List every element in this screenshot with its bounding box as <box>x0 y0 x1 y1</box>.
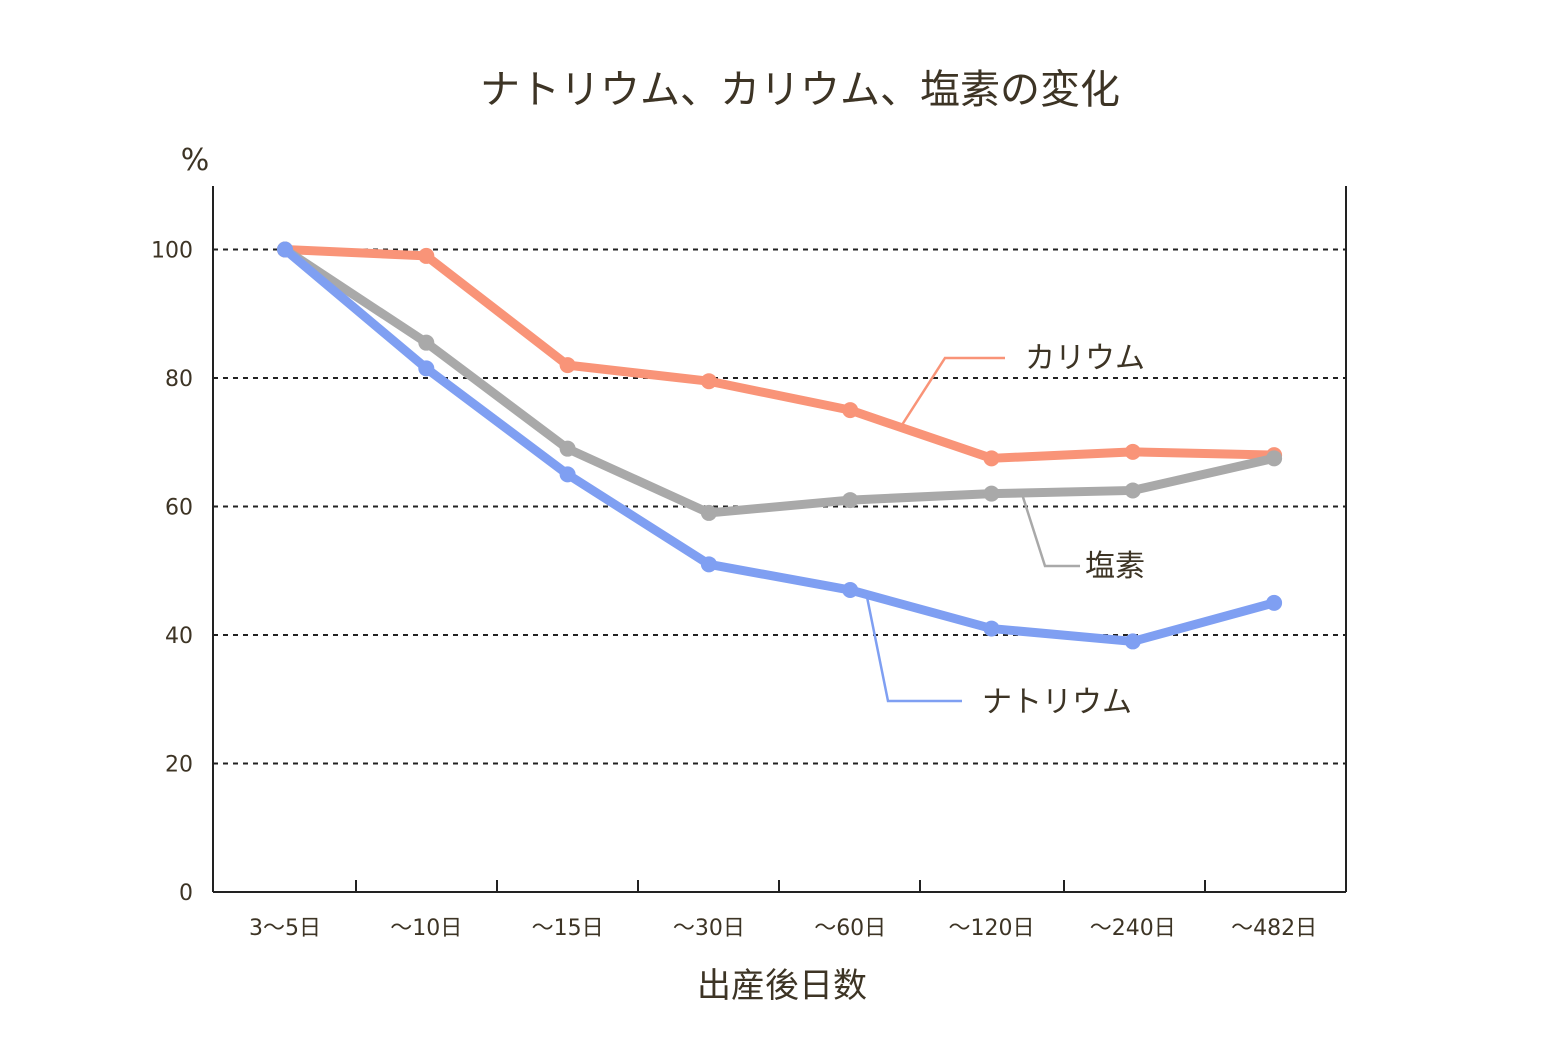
chart-title: ナトリウム、カリウム、塩素の変化 <box>480 67 1120 113</box>
series-label-1: 塩素 <box>1085 549 1145 584</box>
series-line <box>280 245 1279 463</box>
series-leader-lines <box>864 356 1080 703</box>
y-tick-label: 40 <box>165 624 193 649</box>
y-tick-label: 100 <box>151 239 193 264</box>
data-point <box>418 247 435 264</box>
x-tick-label: 〜10日 <box>390 916 462 941</box>
data-point <box>559 440 576 457</box>
x-tick-label: 〜30日 <box>673 916 745 941</box>
series-1 <box>277 241 1283 521</box>
data-point <box>1266 450 1283 467</box>
x-axis-label: 出産後日数 <box>697 966 867 1006</box>
y-axis-unit: % <box>181 143 210 178</box>
series-2 <box>277 241 1283 650</box>
data-point <box>983 620 1000 637</box>
data-point <box>1124 633 1141 650</box>
data-point <box>277 241 293 258</box>
leader-line-1 <box>1020 493 1080 568</box>
leader-line-2 <box>864 591 962 703</box>
data-point <box>700 556 717 573</box>
y-tick-label: 20 <box>165 753 193 778</box>
x-tick-label: 〜15日 <box>532 916 604 941</box>
series-label-2: ナトリウム <box>982 685 1132 720</box>
data-point <box>559 466 576 483</box>
x-tick-label: 3〜5日 <box>249 916 321 941</box>
series-line <box>280 245 1279 518</box>
x-tick-label: 〜120日 <box>949 916 1035 941</box>
data-point <box>559 357 576 374</box>
data-point <box>700 504 717 521</box>
data-point <box>842 492 859 509</box>
y-tick-labels: 0 20 40 60 80 100 <box>151 239 193 907</box>
data-point <box>842 582 859 599</box>
x-tick-label: 〜482日 <box>1231 916 1317 941</box>
data-point <box>700 373 717 390</box>
series-label-0: カリウム <box>1025 341 1145 376</box>
leader-line-0 <box>898 356 1005 429</box>
y-tick-label: 60 <box>165 496 193 521</box>
axes <box>212 186 1347 893</box>
data-point <box>1124 443 1141 460</box>
x-tick-label: 〜240日 <box>1090 916 1176 941</box>
x-tick-label: 〜60日 <box>814 916 886 941</box>
data-point <box>842 402 859 419</box>
series-lines <box>277 241 1283 650</box>
data-point <box>983 485 1000 502</box>
y-tick-label: 0 <box>179 881 193 906</box>
x-tick-labels: 3〜5日 〜10日 〜15日 〜30日 〜60日 〜120日 〜240日 〜482日 <box>249 916 1317 941</box>
y-tick-label: 80 <box>165 367 193 392</box>
data-point <box>1266 594 1283 611</box>
data-point <box>418 334 435 351</box>
data-point <box>418 360 435 377</box>
series-line <box>280 245 1279 646</box>
data-point <box>1124 482 1141 499</box>
data-point <box>983 450 1000 467</box>
